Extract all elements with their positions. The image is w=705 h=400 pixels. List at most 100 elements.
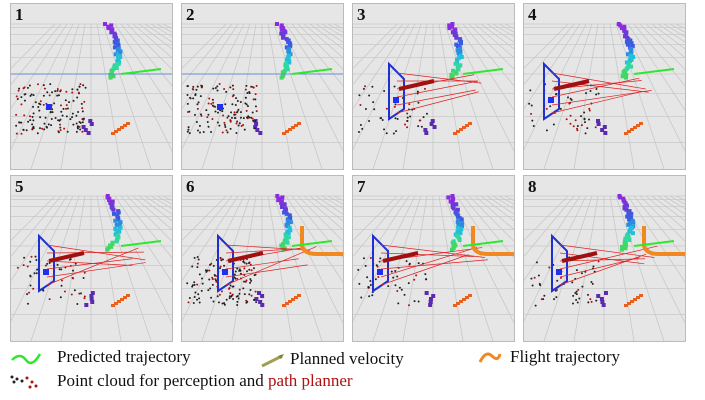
trajectory-point [113, 227, 117, 231]
panel: 4 [523, 3, 686, 170]
cloud-point [365, 108, 367, 110]
cloud-point [531, 105, 533, 107]
cloud-point [386, 108, 388, 110]
cloud-point [186, 94, 188, 96]
trajectory-point [623, 246, 627, 250]
cloud-point [223, 88, 225, 90]
cloud-point [572, 303, 574, 305]
cloud-point [198, 101, 200, 103]
cloud-point [200, 115, 202, 117]
cloud-point [84, 272, 86, 274]
velocity-icon [262, 356, 282, 366]
cloud-point [239, 289, 241, 291]
cloud-point [207, 114, 209, 116]
cloud-point [249, 92, 251, 94]
cloud-point [242, 261, 244, 263]
cloud-point [82, 84, 84, 86]
cloud-point [55, 117, 57, 119]
cloud-point [414, 300, 416, 302]
cloud-point [219, 83, 221, 85]
cloud-point [209, 288, 211, 290]
cloud-point [239, 122, 241, 124]
cloud-point [248, 269, 250, 271]
grid-line [322, 196, 343, 341]
legend-highlight: path planner [268, 371, 353, 390]
cloud-point [228, 115, 230, 117]
cloud-point [207, 121, 209, 123]
cloud-point [232, 298, 234, 300]
cloud-point [372, 101, 374, 103]
panel: 1 [10, 3, 173, 170]
cloud-point [31, 123, 33, 125]
cloud-point [59, 119, 61, 121]
cloud-point [35, 259, 37, 261]
cloud-point [33, 112, 35, 114]
cloud-point [572, 295, 574, 297]
grid-line [353, 196, 409, 341]
cloud-point [233, 114, 235, 116]
grid-line [463, 196, 514, 341]
predicted-trajectory [121, 69, 161, 74]
drone-marker [217, 104, 223, 110]
grid-line [151, 196, 172, 341]
flight-point [297, 294, 301, 297]
cloud-point [251, 269, 253, 271]
ray [226, 249, 300, 253]
cloud-point [568, 103, 570, 105]
cloud-point [243, 267, 245, 269]
trajectory-point [115, 66, 119, 70]
grid-line [403, 24, 427, 169]
cloud-point [399, 287, 401, 289]
cloud-point [193, 281, 195, 283]
cloud-point [379, 117, 381, 119]
cloud-point [222, 114, 224, 116]
grid-line [524, 24, 574, 169]
cloud-point [576, 269, 578, 271]
cloud-point [80, 122, 82, 124]
predicted-trajectory [463, 241, 503, 246]
grid-line [670, 24, 685, 169]
grid-line [103, 196, 151, 341]
cloud-point [583, 111, 585, 113]
cloud-point [194, 94, 196, 96]
grid-line [11, 24, 61, 169]
cloud-point [60, 111, 62, 113]
grid-line [469, 196, 514, 341]
cloud-point [230, 284, 232, 286]
trajectory-point [627, 238, 631, 242]
cloud-point [243, 117, 245, 119]
cloud-point [59, 127, 61, 129]
trajectory-point [446, 195, 450, 199]
cloud-point [252, 120, 254, 122]
cloud-point [64, 290, 66, 292]
cloud-point [32, 116, 34, 118]
cloud-point [391, 271, 393, 273]
cloud-point [548, 267, 550, 269]
cloud-point [232, 85, 234, 87]
cloud-point [205, 269, 207, 271]
ray [47, 261, 132, 265]
cloud-point [248, 116, 250, 118]
trajectory-point [624, 76, 628, 80]
cloud-point [595, 93, 597, 95]
cloud-point [379, 261, 381, 263]
cloud-point [15, 114, 17, 116]
cloud-point [235, 270, 237, 272]
cloud-point [72, 124, 74, 126]
cloud-point [386, 132, 388, 134]
cloud-point [46, 91, 48, 93]
cloud-point [24, 86, 26, 88]
cloud-point [368, 95, 370, 97]
cloud-point [187, 129, 189, 131]
cloud-point [370, 257, 372, 259]
blob-point [260, 294, 264, 298]
trajectory-point [113, 219, 117, 223]
cloud-point [590, 281, 592, 283]
cloud-point [252, 118, 254, 120]
cloud-point [79, 129, 81, 131]
cloud-point [197, 293, 199, 295]
cloud-point [39, 116, 41, 118]
cloud-point [543, 295, 545, 297]
cloud-point [41, 128, 43, 130]
cloud-point [212, 301, 214, 303]
